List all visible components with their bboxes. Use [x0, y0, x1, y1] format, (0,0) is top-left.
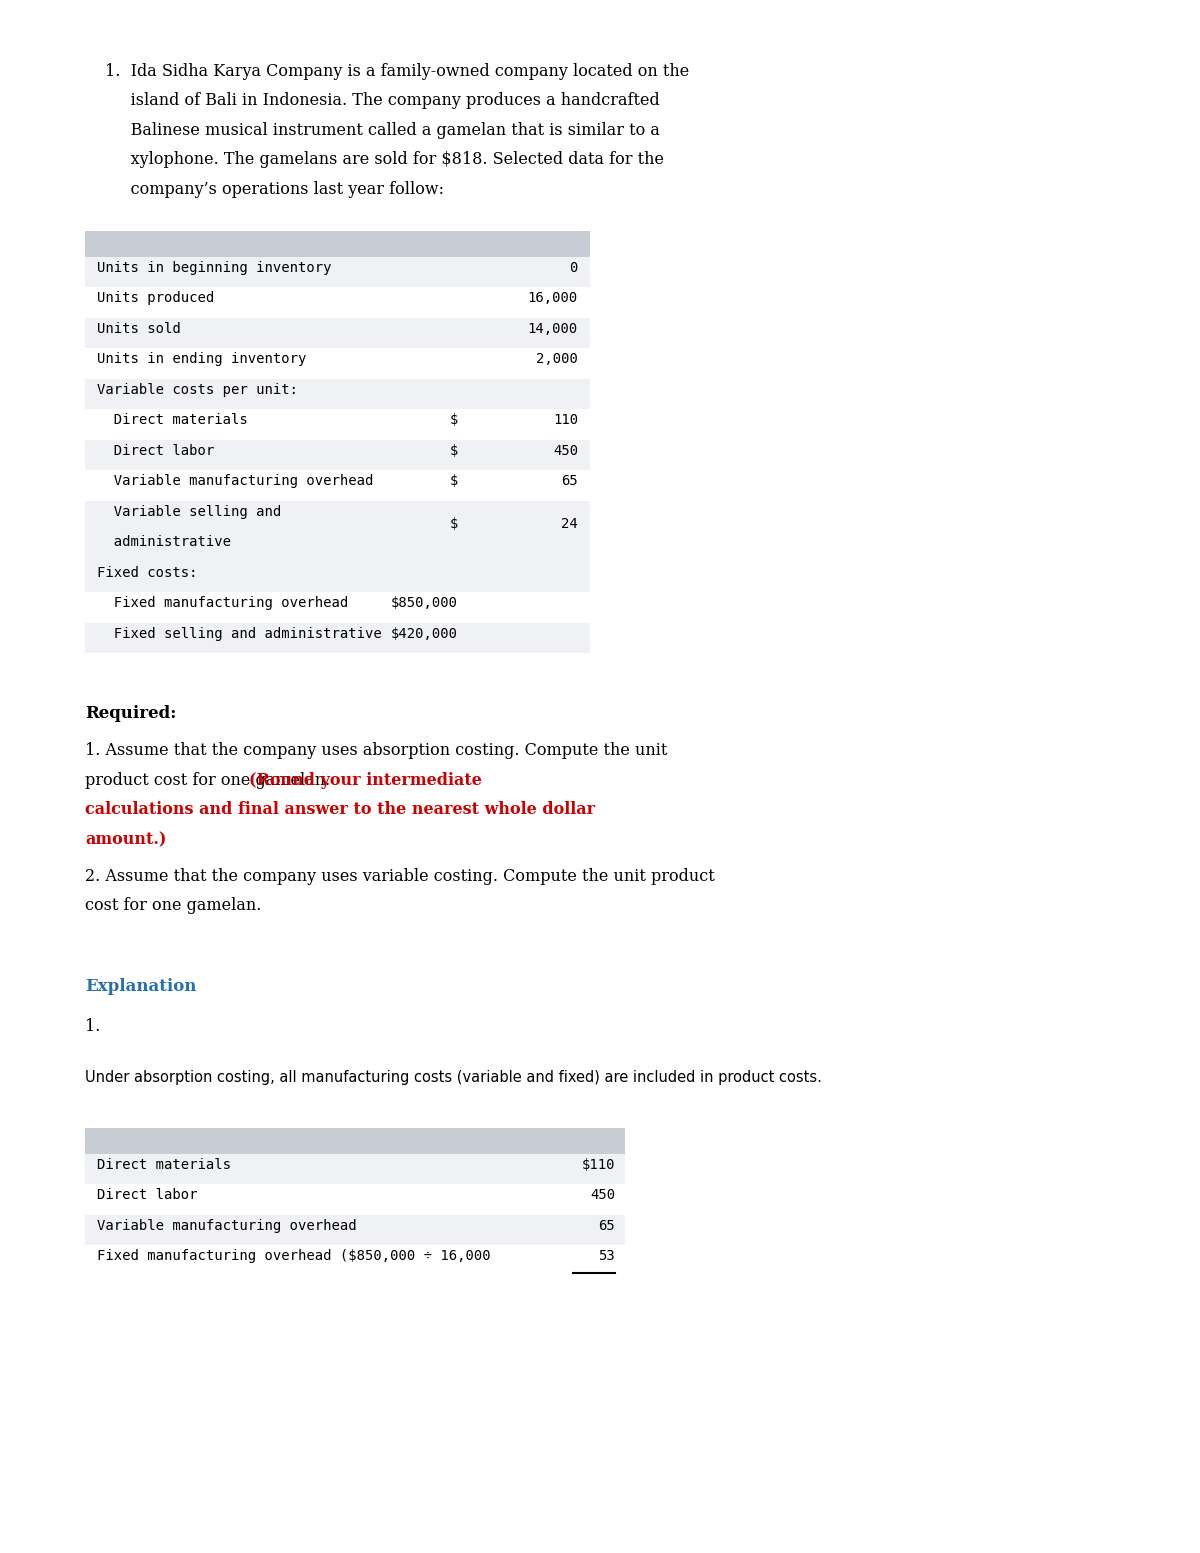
FancyBboxPatch shape: [85, 471, 590, 502]
Text: 110: 110: [553, 413, 578, 427]
Text: 65: 65: [562, 475, 578, 489]
Text: 14,000: 14,000: [528, 321, 578, 335]
Text: $850,000: $850,000: [391, 596, 458, 610]
Text: 450: 450: [590, 1188, 616, 1202]
Text: 65: 65: [599, 1219, 616, 1233]
Text: Units in beginning inventory: Units in beginning inventory: [97, 261, 331, 275]
Text: $: $: [450, 413, 458, 427]
Text: 53: 53: [599, 1250, 616, 1264]
FancyBboxPatch shape: [85, 410, 590, 439]
Text: Units sold: Units sold: [97, 321, 181, 335]
Text: 2,000: 2,000: [536, 353, 578, 367]
Text: administrative: administrative: [97, 536, 230, 550]
Text: cost for one gamelan.: cost for one gamelan.: [85, 898, 262, 915]
FancyBboxPatch shape: [85, 1185, 625, 1214]
Text: Direct labor: Direct labor: [97, 1188, 198, 1202]
FancyBboxPatch shape: [85, 287, 590, 318]
Text: 16,000: 16,000: [528, 292, 578, 306]
Text: Direct materials: Direct materials: [97, 413, 247, 427]
Text: $420,000: $420,000: [391, 627, 458, 641]
FancyBboxPatch shape: [85, 439, 590, 471]
Text: Fixed selling and administrative: Fixed selling and administrative: [97, 627, 382, 641]
Text: 24: 24: [562, 517, 578, 531]
Text: $: $: [450, 475, 458, 489]
Text: Required:: Required:: [85, 705, 176, 722]
Text: product cost for one gamelan.: product cost for one gamelan.: [85, 772, 335, 789]
FancyBboxPatch shape: [85, 623, 590, 654]
Text: calculations and final answer to the nearest whole dollar: calculations and final answer to the nea…: [85, 801, 595, 818]
FancyBboxPatch shape: [85, 318, 590, 348]
Text: island of Bali in Indonesia. The company produces a handcrafted: island of Bali in Indonesia. The company…: [106, 93, 660, 110]
Text: Direct materials: Direct materials: [97, 1159, 230, 1173]
Text: Fixed costs:: Fixed costs:: [97, 565, 198, 579]
Text: Units produced: Units produced: [97, 292, 215, 306]
FancyBboxPatch shape: [85, 256, 590, 287]
Text: 1.: 1.: [85, 1019, 101, 1034]
FancyBboxPatch shape: [85, 379, 590, 410]
Text: amount.): amount.): [85, 831, 167, 848]
Text: Units in ending inventory: Units in ending inventory: [97, 353, 306, 367]
Text: Variable selling and: Variable selling and: [97, 505, 281, 519]
Text: $: $: [450, 444, 458, 458]
Text: $110: $110: [582, 1159, 616, 1173]
FancyBboxPatch shape: [85, 1214, 625, 1246]
Text: 0: 0: [570, 261, 578, 275]
Text: 1.  Ida Sidha Karya Company is a family-owned company located on the: 1. Ida Sidha Karya Company is a family-o…: [106, 64, 689, 81]
Text: Balinese musical instrument called a gamelan that is similar to a: Balinese musical instrument called a gam…: [106, 123, 660, 140]
Text: 2. Assume that the company uses variable costing. Compute the unit product: 2. Assume that the company uses variable…: [85, 868, 715, 885]
FancyBboxPatch shape: [85, 231, 590, 256]
Text: Fixed manufacturing overhead ($850,000 ÷ 16,000: Fixed manufacturing overhead ($850,000 ÷…: [97, 1250, 491, 1264]
FancyBboxPatch shape: [85, 593, 590, 623]
Text: 450: 450: [553, 444, 578, 458]
FancyBboxPatch shape: [85, 1127, 625, 1154]
Text: xylophone. The gamelans are sold for $818. Selected data for the: xylophone. The gamelans are sold for $81…: [106, 152, 664, 168]
Text: Under absorption costing, all manufacturing costs (variable and fixed) are inclu: Under absorption costing, all manufactur…: [85, 1070, 822, 1086]
Text: Variable costs per unit:: Variable costs per unit:: [97, 384, 298, 398]
Text: $: $: [450, 517, 458, 531]
Text: company’s operations last year follow:: company’s operations last year follow:: [106, 182, 444, 197]
Text: Fixed manufacturing overhead: Fixed manufacturing overhead: [97, 596, 348, 610]
FancyBboxPatch shape: [85, 348, 590, 379]
FancyBboxPatch shape: [85, 1154, 625, 1185]
Text: (Round your intermediate: (Round your intermediate: [248, 772, 481, 789]
Text: Variable manufacturing overhead: Variable manufacturing overhead: [97, 1219, 356, 1233]
FancyBboxPatch shape: [85, 562, 590, 593]
FancyBboxPatch shape: [85, 1246, 625, 1277]
Text: Variable manufacturing overhead: Variable manufacturing overhead: [97, 475, 373, 489]
Text: Explanation: Explanation: [85, 978, 197, 995]
FancyBboxPatch shape: [85, 502, 590, 562]
Text: 1. Assume that the company uses absorption costing. Compute the unit: 1. Assume that the company uses absorpti…: [85, 742, 667, 759]
Text: Direct labor: Direct labor: [97, 444, 215, 458]
